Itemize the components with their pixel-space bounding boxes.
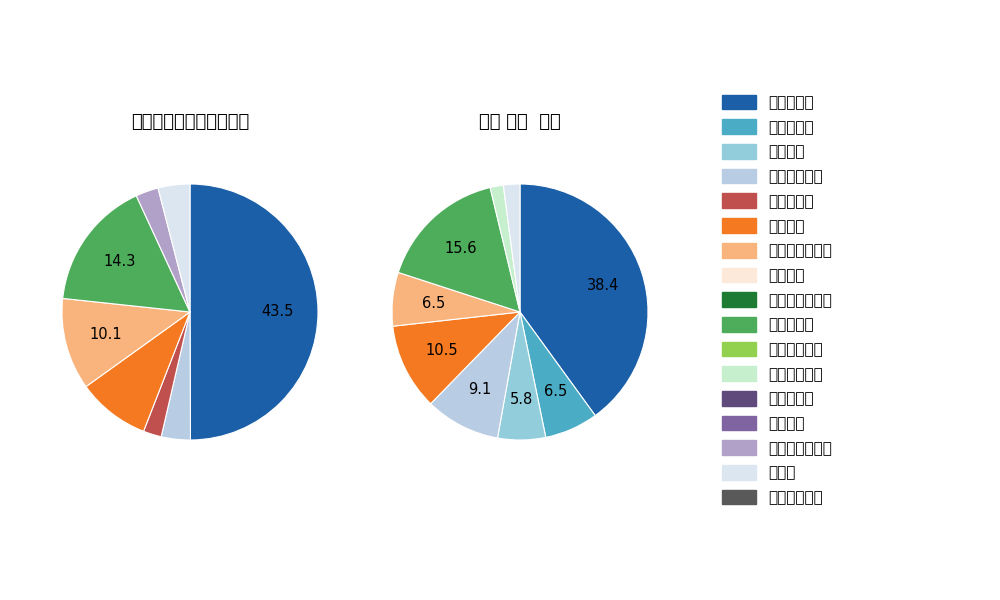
Wedge shape <box>144 312 190 437</box>
Title: セ・リーグ全プレイヤー: セ・リーグ全プレイヤー <box>131 113 249 131</box>
Wedge shape <box>62 298 190 386</box>
Text: 10.5: 10.5 <box>425 343 458 358</box>
Wedge shape <box>392 272 520 326</box>
Wedge shape <box>393 312 520 404</box>
Text: 5.8: 5.8 <box>510 392 533 407</box>
Wedge shape <box>136 188 190 312</box>
Wedge shape <box>503 184 520 312</box>
Text: 10.1: 10.1 <box>90 326 122 341</box>
Wedge shape <box>86 312 190 431</box>
Wedge shape <box>161 312 190 440</box>
Wedge shape <box>398 188 520 312</box>
Wedge shape <box>490 185 520 312</box>
Text: 6.5: 6.5 <box>544 384 567 399</box>
Text: 38.4: 38.4 <box>587 278 619 293</box>
Wedge shape <box>520 184 648 416</box>
Wedge shape <box>63 196 190 312</box>
Wedge shape <box>520 312 595 437</box>
Text: 14.3: 14.3 <box>103 254 135 269</box>
Legend: ストレート, ツーシーム, シュート, カットボール, スプリット, フォーク, チェンジアップ, シンカー, 高速スライダー, スライダー, 縦スライダー, : ストレート, ツーシーム, シュート, カットボール, スプリット, フォーク,… <box>722 95 832 505</box>
Wedge shape <box>497 312 546 440</box>
Title: 関根 大気  選手: 関根 大気 選手 <box>479 113 561 131</box>
Text: 6.5: 6.5 <box>422 296 445 311</box>
Text: 9.1: 9.1 <box>469 382 492 397</box>
Text: 15.6: 15.6 <box>445 241 477 256</box>
Wedge shape <box>431 312 520 438</box>
Wedge shape <box>190 184 318 440</box>
Wedge shape <box>158 184 190 312</box>
Text: 43.5: 43.5 <box>261 304 293 319</box>
